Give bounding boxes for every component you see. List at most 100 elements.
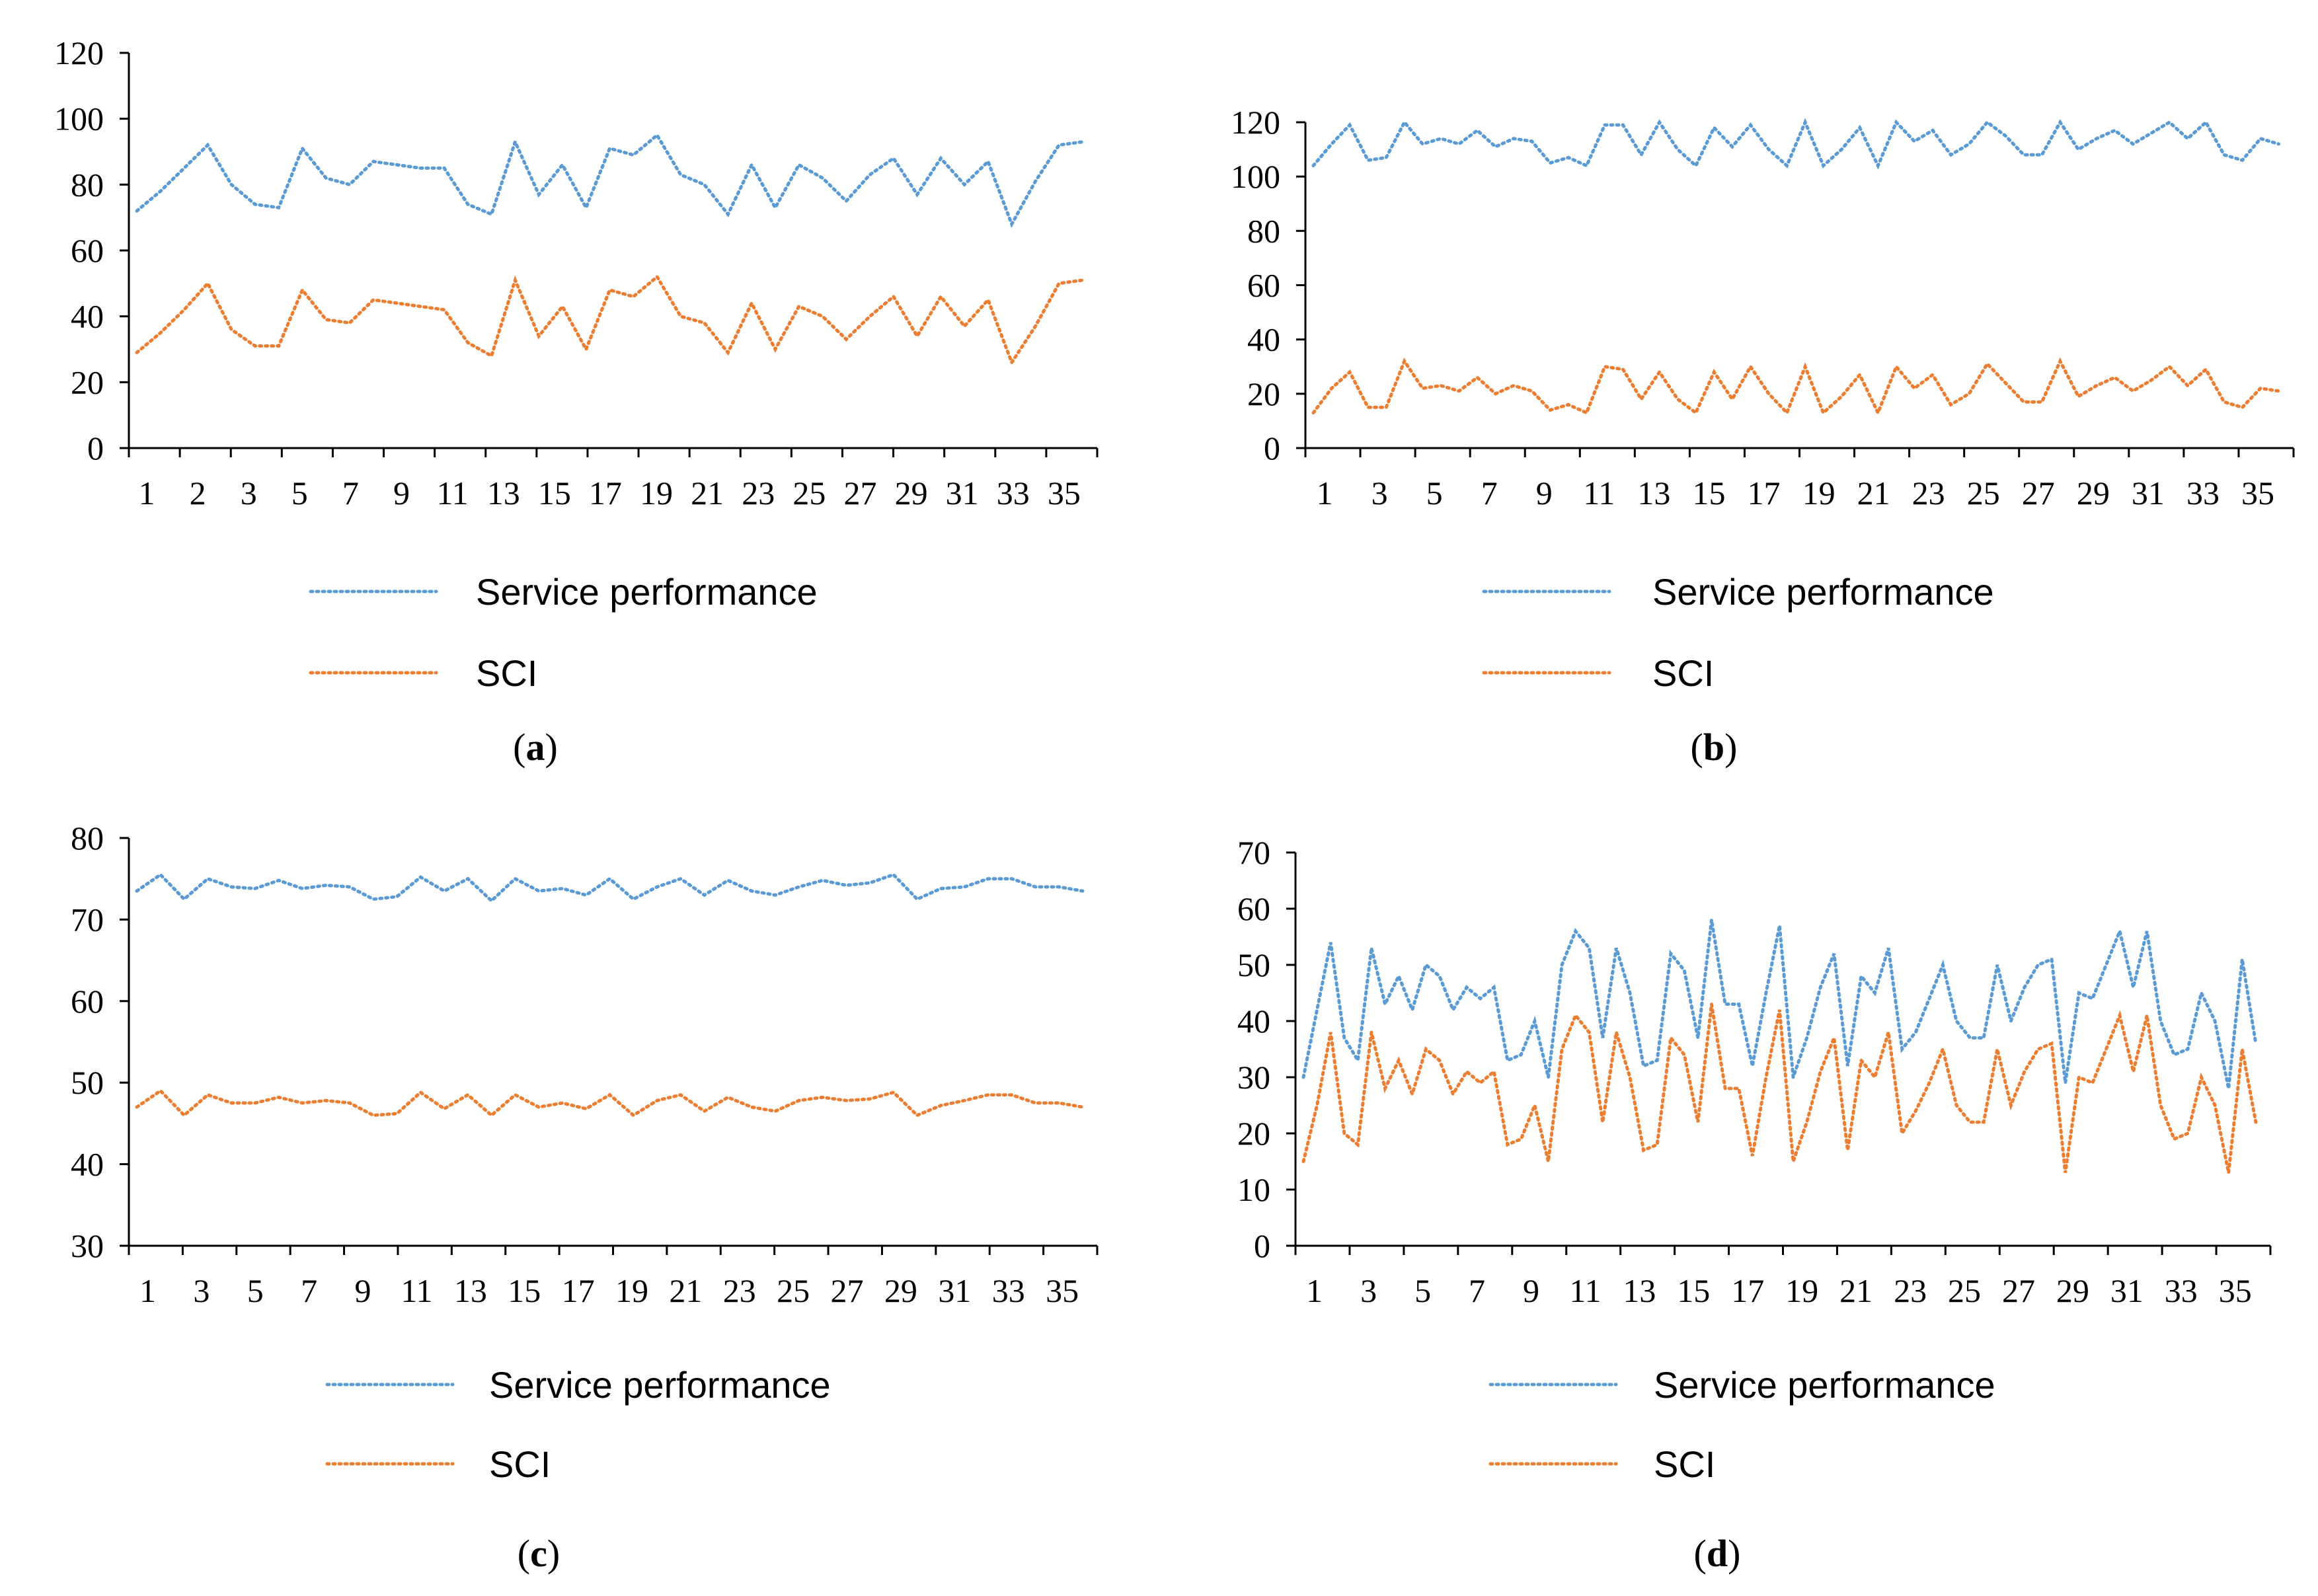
x-tick-label: 31: [946, 475, 979, 512]
y-tick-label: 50: [1237, 946, 1270, 983]
x-tick-label: 15: [1677, 1272, 1710, 1309]
x-tick-label: 13: [1637, 475, 1670, 512]
caption-letter: c: [530, 1532, 547, 1575]
x-tick-label: 7: [342, 475, 359, 512]
y-tick-label: 60: [71, 232, 104, 269]
x-tick-label: 23: [742, 475, 775, 512]
x-tick-label: 31: [2132, 475, 2165, 512]
x-tick-label: 1: [138, 475, 155, 512]
x-tick-label: 21: [1857, 475, 1890, 512]
legend-label-sci: SCI: [476, 652, 537, 694]
caption-close: ): [545, 726, 558, 769]
x-tick-label: 17: [1748, 475, 1781, 512]
legend-label-service-performance: Service performance: [476, 571, 818, 613]
y-tick-label: 0: [87, 430, 104, 467]
x-tick-label: 13: [454, 1272, 487, 1309]
x-tick-label: 27: [843, 475, 876, 512]
y-tick-label: 60: [1247, 267, 1280, 304]
y-tick-label: 10: [1237, 1171, 1270, 1208]
x-tick-label: 5: [1426, 475, 1443, 512]
x-tick-label: 7: [301, 1272, 317, 1309]
x-tick-label: 19: [1802, 475, 1835, 512]
x-tick-label: 2: [190, 475, 206, 512]
x-tick-label: 27: [2022, 475, 2055, 512]
y-tick-label: 70: [1237, 834, 1270, 871]
x-tick-label: 15: [1692, 475, 1725, 512]
legend-label-service-performance: Service performance: [1652, 571, 1994, 613]
series-line-service-performance: [135, 872, 1085, 903]
panel-caption: (a): [513, 726, 558, 769]
x-tick-label: 27: [831, 1272, 864, 1309]
x-tick-label: 15: [508, 1272, 541, 1309]
x-tick-label: 29: [895, 475, 928, 512]
x-tick-label: 25: [792, 475, 826, 512]
x-tick-label: 27: [2002, 1272, 2035, 1309]
x-tick-label: 7: [1469, 1272, 1485, 1309]
y-tick-label: 60: [71, 983, 104, 1020]
x-tick-label: 19: [615, 1272, 648, 1309]
series-line-service-performance: [135, 132, 1085, 229]
y-tick-label: 80: [71, 166, 104, 203]
series-line-sci: [135, 1088, 1085, 1118]
y-tick-label: 20: [1247, 375, 1280, 412]
x-tick-label: 21: [1839, 1272, 1873, 1309]
x-tick-label: 29: [2056, 1272, 2089, 1309]
caption-open: (: [1691, 726, 1703, 769]
x-tick-label: 25: [777, 1272, 810, 1309]
series-line-service-performance: [1301, 919, 2258, 1089]
x-tick-label: 33: [992, 1272, 1025, 1309]
x-tick-label: 11: [437, 475, 469, 512]
x-tick-label: 1: [1317, 475, 1333, 512]
x-tick-label: 29: [884, 1272, 917, 1309]
caption-open: (: [1694, 1532, 1707, 1575]
y-tick-label: 0: [1264, 430, 1280, 467]
y-tick-label: 60: [1237, 890, 1270, 927]
x-tick-label: 23: [723, 1272, 756, 1309]
y-tick-label: 70: [71, 901, 104, 938]
x-tick-label: 5: [1414, 1272, 1431, 1309]
y-tick-label: 80: [71, 819, 104, 856]
caption-letter: d: [1707, 1532, 1728, 1575]
series-line-sci: [1301, 1004, 2258, 1173]
legend-label-sci: SCI: [1652, 652, 1714, 694]
x-tick-label: 9: [1536, 475, 1553, 512]
x-tick-label: 17: [562, 1272, 595, 1309]
caption-open: (: [518, 1532, 530, 1575]
x-tick-label: 23: [1894, 1272, 1927, 1309]
x-tick-label: 31: [2110, 1272, 2144, 1309]
y-tick-label: 40: [1247, 321, 1280, 358]
x-tick-label: 35: [1048, 475, 1081, 512]
legend-label-sci: SCI: [489, 1443, 551, 1485]
x-tick-label: 15: [538, 475, 571, 512]
x-tick-label: 11: [1583, 475, 1615, 512]
y-tick-label: 30: [71, 1227, 104, 1264]
x-tick-label: 33: [2165, 1272, 2198, 1309]
x-tick-label: 3: [1371, 475, 1388, 512]
panel-caption: (b): [1691, 726, 1738, 769]
series-line-service-performance: [1311, 118, 2281, 170]
caption-close: ): [547, 1532, 560, 1575]
x-tick-label: 3: [241, 475, 257, 512]
x-tick-label: 21: [669, 1272, 702, 1309]
caption-letter: a: [526, 726, 545, 769]
x-tick-label: 13: [1623, 1272, 1656, 1309]
legend-label-service-performance: Service performance: [1654, 1364, 1995, 1406]
y-tick-label: 80: [1247, 212, 1280, 249]
x-tick-label: 33: [997, 475, 1030, 512]
caption-open: (: [513, 726, 525, 769]
caption-close: ): [1724, 726, 1737, 769]
x-tick-label: 1: [139, 1272, 156, 1309]
y-tick-label: 120: [54, 34, 104, 71]
x-tick-label: 29: [2077, 475, 2110, 512]
y-tick-label: 30: [1237, 1059, 1270, 1096]
legend-label-service-performance: Service performance: [489, 1364, 831, 1406]
y-tick-label: 40: [71, 298, 104, 335]
y-tick-label: 0: [1254, 1227, 1270, 1264]
y-tick-label: 120: [1231, 104, 1280, 141]
x-tick-label: 25: [1948, 1272, 1981, 1309]
x-tick-label: 3: [193, 1272, 210, 1309]
y-tick-label: 20: [71, 363, 104, 400]
